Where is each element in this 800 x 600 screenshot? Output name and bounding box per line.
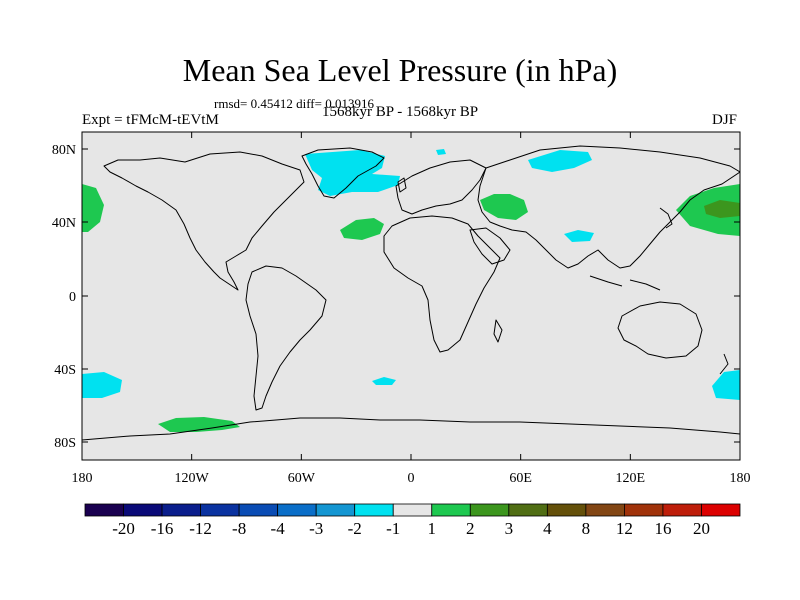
colorbar-swatch: [354, 503, 394, 517]
lat-label: 80S: [54, 436, 76, 451]
colorbar-label: 2: [466, 519, 475, 538]
anomaly-north-pacific-east-strong: [704, 200, 740, 218]
colorbar: -20 -16 -12 -8 -4 -3 -2 -1 1 2 3 4 8 12 16 20: [84, 503, 741, 538]
colorbar-label: -16: [151, 519, 174, 538]
lon-label: 180: [72, 471, 93, 486]
colorbar-swatch: [469, 503, 510, 517]
stats-label: rmsd= 0.45412 diff= 0.013916: [214, 96, 374, 111]
coast-uk: [397, 177, 407, 193]
lon-label: 120E: [616, 471, 646, 486]
colorbar-label: 3: [505, 519, 514, 538]
coast-indonesia: [589, 275, 661, 291]
colorbar-label: 4: [543, 519, 552, 538]
colorbar-label: 16: [654, 519, 671, 538]
lon-label: 120W: [175, 471, 210, 486]
latitude-axis: 80N 40N 0 40S 80S: [52, 143, 740, 451]
colorbar-label: -1: [386, 519, 400, 538]
colorbar-swatch: [624, 503, 664, 517]
coast-greenland: [301, 147, 385, 199]
coast-madagascar: [493, 319, 503, 343]
colorbar-swatch: [546, 503, 587, 517]
anomaly-siberia-negative: [528, 150, 592, 172]
lon-label: 60W: [288, 471, 316, 486]
colorbar-swatch: [84, 503, 124, 517]
coastlines: [82, 145, 740, 441]
anomaly-se-pacific-negative: [712, 370, 740, 400]
colorbar-label: -12: [189, 519, 212, 538]
coast-africa: [383, 215, 501, 353]
anomaly-regions: [82, 149, 740, 432]
anomaly-antarctic-positive: [158, 417, 240, 432]
coast-australia: [617, 301, 703, 359]
colorbar-label: -3: [309, 519, 323, 538]
colorbar-label: 12: [616, 519, 633, 538]
colorbar-swatch: [585, 503, 625, 517]
lat-label: 40N: [52, 216, 76, 231]
lon-label: 180: [730, 471, 751, 486]
colorbar-label: -4: [271, 519, 286, 538]
colorbar-swatch: [431, 503, 471, 517]
coast-asia: [477, 145, 740, 269]
colorbar-label: 20: [693, 519, 710, 538]
colorbar-swatch: [662, 503, 702, 517]
period-label: 1568kyr BP - 1568kyr BP: [322, 104, 479, 120]
anomaly-south-atlantic-negative: [372, 377, 396, 385]
season-label: DJF: [712, 112, 738, 128]
colorbar-swatch: [392, 503, 433, 517]
map-title: Mean Sea Level Pressure (in hPa): [182, 52, 618, 88]
longitude-axis: 180 120W 60W 0 60E 120E 180: [72, 132, 751, 486]
lon-label: 60E: [509, 471, 532, 486]
colorbar-swatch: [123, 503, 163, 517]
lat-label: 80N: [52, 143, 76, 158]
anomaly-atlantic-positive: [340, 218, 384, 240]
colorbar-label: -2: [348, 519, 362, 538]
colorbar-swatch: [238, 503, 279, 517]
colorbar-swatch: [701, 503, 741, 517]
colorbar-swatch: [508, 503, 548, 517]
coast-north-america: [103, 151, 305, 291]
colorbar-label: -8: [232, 519, 246, 538]
lon-label: 0: [408, 471, 415, 486]
coast-arabia: [469, 227, 511, 265]
coast-new-zealand: [719, 353, 729, 375]
anomaly-north-pacific-west-positive: [82, 184, 104, 232]
colorbar-swatch: [161, 503, 201, 517]
coast-europe: [395, 159, 487, 215]
coast-japan: [659, 207, 673, 229]
anomaly-arctic-small-negative: [436, 149, 446, 155]
colorbar-label: -20: [112, 519, 135, 538]
experiment-label: Expt = tFMcM-tEVtM: [82, 112, 219, 128]
lat-label: 0: [69, 290, 76, 305]
anomaly-tibet-negative: [564, 230, 594, 242]
anomaly-caspian-positive: [480, 194, 528, 220]
colorbar-swatch: [315, 503, 356, 517]
colorbar-swatch: [277, 503, 317, 517]
coast-south-america: [245, 265, 327, 411]
colorbar-swatch: [200, 503, 240, 517]
anomaly-sw-pacific-negative: [82, 372, 122, 398]
coast-antarctica: [82, 417, 740, 441]
colorbar-label: 8: [582, 519, 591, 538]
lat-label: 40S: [54, 363, 76, 378]
map-background: [82, 132, 740, 460]
anomaly-greenland-negative: [305, 150, 400, 196]
colorbar-label: 1: [428, 519, 437, 538]
